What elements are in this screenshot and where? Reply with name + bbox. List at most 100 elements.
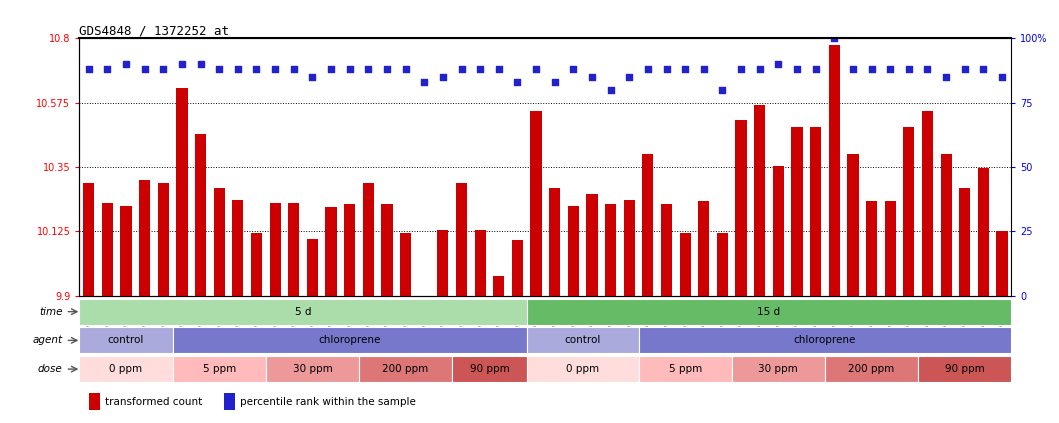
Text: chloroprene: chloroprene (794, 335, 856, 345)
Bar (639, 356, 732, 382)
Text: 90 ppm: 90 ppm (945, 364, 985, 374)
Bar (325, 207, 337, 296)
Point (826, 35, 843, 41)
Bar (456, 183, 467, 296)
Bar (531, 111, 541, 296)
Bar (266, 356, 359, 382)
Bar (270, 203, 281, 296)
Point (453, 66, 470, 72)
Bar (307, 239, 318, 296)
Point (770, 60, 787, 67)
Point (900, 66, 917, 72)
Point (882, 66, 899, 72)
Bar (173, 356, 266, 382)
Bar (437, 230, 448, 296)
Bar (568, 206, 579, 296)
Bar (102, 203, 113, 296)
Point (733, 66, 750, 72)
Bar (884, 201, 896, 296)
Bar (918, 356, 1011, 382)
Text: dose: dose (38, 364, 62, 374)
Point (98, 66, 115, 72)
Point (285, 66, 302, 72)
Point (993, 73, 1010, 80)
Text: 200 ppm: 200 ppm (848, 364, 895, 374)
Bar (959, 188, 970, 296)
Bar (251, 233, 262, 296)
Point (975, 66, 992, 72)
Bar (526, 356, 639, 382)
Bar (661, 204, 672, 296)
Bar (418, 296, 430, 313)
Point (174, 60, 191, 67)
Point (341, 66, 358, 72)
Bar (223, 393, 235, 410)
Point (118, 60, 134, 67)
Text: 15 d: 15 d (757, 307, 780, 317)
Point (603, 86, 620, 93)
Point (714, 86, 731, 93)
Bar (195, 134, 207, 296)
Bar (717, 233, 728, 296)
Bar (903, 127, 914, 296)
Bar (997, 231, 1007, 296)
Point (751, 66, 768, 72)
Bar (639, 327, 1011, 353)
Point (192, 60, 209, 67)
Bar (474, 230, 486, 296)
Bar (232, 200, 244, 296)
Point (434, 73, 451, 80)
Bar (526, 327, 639, 353)
Point (564, 66, 581, 72)
Point (863, 66, 880, 72)
Bar (363, 183, 374, 296)
Point (80, 66, 97, 72)
Point (584, 73, 600, 80)
Bar (288, 203, 300, 296)
Bar (79, 356, 173, 382)
Point (844, 66, 861, 72)
Bar (825, 356, 918, 382)
Bar (173, 327, 526, 353)
Bar (754, 105, 766, 296)
Bar (643, 154, 653, 296)
Text: control: control (108, 335, 144, 345)
Bar (977, 168, 989, 296)
Point (621, 73, 638, 80)
Bar (511, 240, 523, 296)
Bar (550, 188, 560, 296)
Point (378, 66, 395, 72)
Bar (89, 393, 100, 410)
Text: 5 d: 5 d (294, 307, 311, 317)
Bar (736, 120, 747, 296)
Text: 5 ppm: 5 ppm (202, 364, 236, 374)
Text: 5 ppm: 5 ppm (668, 364, 702, 374)
Point (789, 66, 806, 72)
Bar (359, 356, 452, 382)
Bar (526, 299, 1011, 324)
Bar (214, 188, 225, 296)
Point (416, 79, 433, 85)
Text: time: time (39, 307, 62, 317)
Text: GDS4848 / 1372252_at: GDS4848 / 1372252_at (79, 24, 230, 37)
Point (230, 66, 247, 72)
Text: percentile rank within the sample: percentile rank within the sample (239, 397, 415, 407)
Bar (940, 154, 952, 296)
Point (397, 66, 414, 72)
Text: 30 ppm: 30 ppm (758, 364, 798, 374)
Point (490, 66, 507, 72)
Point (304, 73, 321, 80)
Point (919, 66, 936, 72)
Point (527, 66, 544, 72)
Point (807, 66, 824, 72)
Bar (79, 327, 173, 353)
Point (137, 66, 154, 72)
Bar (493, 276, 504, 296)
Point (640, 66, 657, 72)
Text: transformed count: transformed count (105, 397, 202, 407)
Bar (810, 127, 821, 296)
Bar (791, 127, 803, 296)
Bar (400, 233, 411, 296)
Point (323, 66, 340, 72)
Point (509, 79, 526, 85)
